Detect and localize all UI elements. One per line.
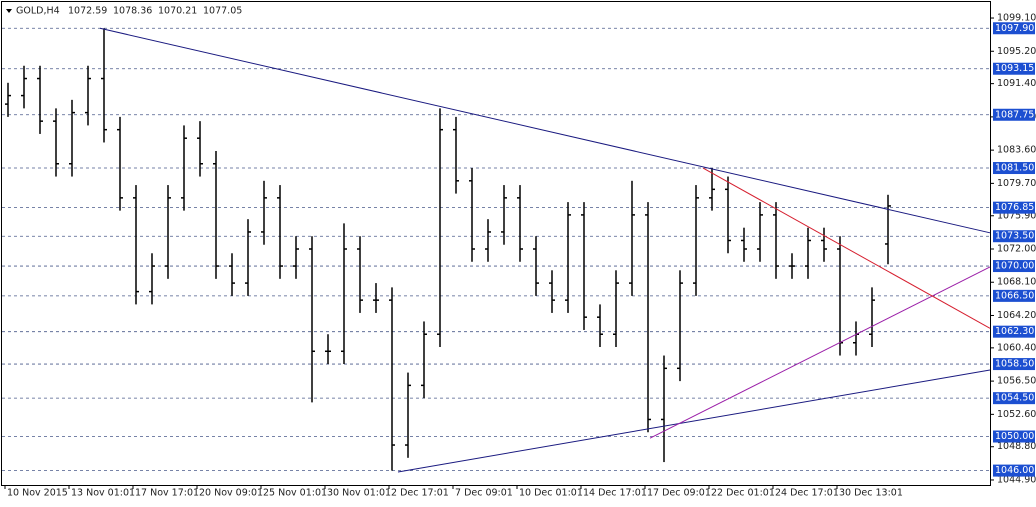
level-label: 1050.00 bbox=[995, 431, 1034, 442]
level-box bbox=[993, 22, 1035, 35]
trendline bbox=[702, 167, 991, 329]
x-tick-label: 17 Nov 17:01 bbox=[135, 488, 199, 499]
level-label: 1073.50 bbox=[995, 231, 1034, 242]
y-tick-label: 1060.40 bbox=[997, 342, 1036, 353]
level-label: 1046.00 bbox=[995, 465, 1034, 476]
plot-frame bbox=[1, 1, 991, 486]
level-label: 1076.85 bbox=[995, 202, 1034, 213]
x-tick-label: 2 Dec 17:01 bbox=[391, 488, 449, 499]
x-tick-label: 10 Dec 01:01 bbox=[519, 488, 583, 499]
header-high: 1078.36 bbox=[113, 6, 152, 17]
level-label: 1081.50 bbox=[995, 163, 1034, 174]
y-tick-label: 1091.40 bbox=[997, 78, 1036, 89]
x-tick-label: 14 Dec 17:01 bbox=[583, 488, 647, 499]
y-tick-label: 1048.80 bbox=[997, 441, 1036, 452]
level-label: 1054.50 bbox=[995, 393, 1034, 404]
level-box bbox=[993, 260, 1035, 273]
level-box bbox=[993, 230, 1035, 243]
level-label: 1097.90 bbox=[995, 23, 1034, 34]
trendline bbox=[99, 27, 991, 234]
header-low: 1070.21 bbox=[158, 6, 197, 17]
y-tick-label: 1095.20 bbox=[997, 46, 1036, 57]
level-box bbox=[993, 201, 1035, 214]
level-box bbox=[993, 325, 1035, 338]
x-tick-label: 22 Dec 01:01 bbox=[711, 488, 775, 499]
level-box bbox=[993, 464, 1035, 477]
y-tick-label: 1044.90 bbox=[997, 474, 1036, 485]
header-close: 1077.05 bbox=[203, 6, 242, 17]
x-tick-label: 20 Nov 09:01 bbox=[199, 488, 263, 499]
y-tick-label: 1072.00 bbox=[997, 243, 1036, 254]
symbol: GOLD,H4 bbox=[16, 6, 60, 17]
x-tick-label: 17 Dec 09:01 bbox=[647, 488, 711, 499]
y-tick-label: 1056.50 bbox=[997, 376, 1036, 387]
level-box bbox=[993, 392, 1035, 405]
x-tick-label: 30 Dec 13:01 bbox=[839, 488, 903, 499]
y-tick-label: 1064.20 bbox=[997, 310, 1036, 321]
level-box bbox=[993, 108, 1035, 121]
x-tick-label: 25 Nov 01:01 bbox=[263, 488, 327, 499]
y-tick-label: 1099.10 bbox=[997, 13, 1036, 24]
level-box bbox=[993, 289, 1035, 302]
level-label: 1058.50 bbox=[995, 359, 1034, 370]
level-label: 1093.15 bbox=[995, 63, 1034, 74]
x-tick-label: 24 Dec 17:01 bbox=[775, 488, 839, 499]
y-tick-label: 1079.70 bbox=[997, 178, 1036, 189]
y-tick-label: 1068.10 bbox=[997, 277, 1036, 288]
x-tick-label: 10 Nov 2015 bbox=[7, 488, 68, 499]
level-label: 1062.30 bbox=[995, 326, 1034, 337]
level-box bbox=[993, 162, 1035, 175]
y-tick-label: 1052.60 bbox=[997, 409, 1036, 420]
level-label: 1070.00 bbox=[995, 261, 1034, 272]
trendline bbox=[397, 369, 991, 473]
x-tick-label: 13 Nov 01:01 bbox=[71, 488, 135, 499]
level-label: 1066.50 bbox=[995, 290, 1034, 301]
header-open: 1072.59 bbox=[68, 6, 107, 17]
x-tick-label: 30 Nov 01:01 bbox=[327, 488, 391, 499]
x-tick-label: 7 Dec 09:01 bbox=[455, 488, 513, 499]
level-box bbox=[993, 430, 1035, 443]
y-tick-label: 1075.90 bbox=[997, 210, 1036, 221]
menu-arrow[interactable] bbox=[6, 9, 12, 13]
level-box bbox=[993, 358, 1035, 371]
level-label: 1087.75 bbox=[995, 109, 1034, 120]
level-box bbox=[993, 62, 1035, 75]
y-tick-label: 1083.60 bbox=[997, 145, 1036, 156]
trendline bbox=[649, 266, 991, 439]
